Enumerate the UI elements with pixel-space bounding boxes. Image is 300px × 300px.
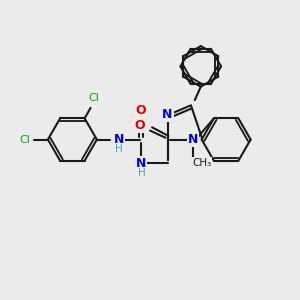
Text: N: N (136, 157, 146, 170)
Text: Cl: Cl (20, 134, 30, 145)
Text: N: N (162, 108, 172, 121)
Text: N: N (188, 133, 199, 146)
Text: N: N (113, 133, 124, 146)
Text: H: H (138, 168, 146, 178)
Text: O: O (135, 119, 146, 132)
Text: Cl: Cl (88, 93, 99, 103)
Text: CH₃: CH₃ (192, 158, 211, 168)
Text: O: O (136, 104, 146, 117)
Text: H: H (116, 144, 123, 154)
